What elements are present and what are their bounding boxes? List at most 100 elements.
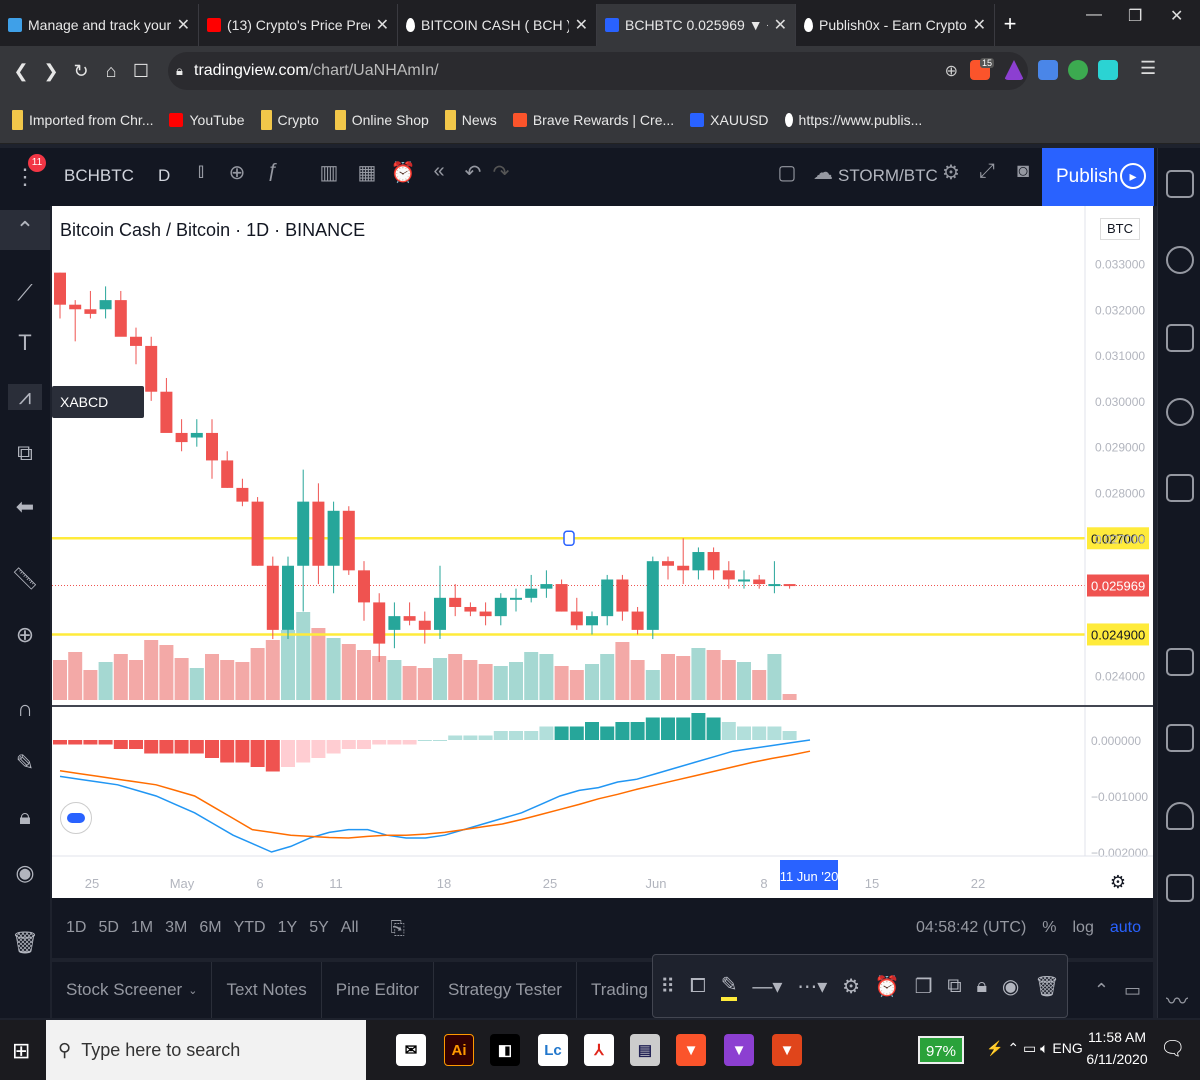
interval-selector[interactable]: D bbox=[158, 166, 171, 185]
bookmark-publish0x[interactable]: https://www.publis... bbox=[784, 112, 922, 128]
stay-drawing-icon[interactable]: ✎ bbox=[15, 750, 35, 775]
close-window-icon[interactable]: ✕ bbox=[1170, 8, 1184, 25]
timeframe-1d[interactable]: 1D bbox=[66, 919, 87, 936]
cursor-icon[interactable]: ⌃ bbox=[0, 210, 50, 250]
close-tab-icon[interactable]: ✕ bbox=[176, 17, 190, 34]
notification-center-icon[interactable]: 🗨︎ bbox=[1160, 1038, 1186, 1060]
streams-icon[interactable] bbox=[1166, 802, 1194, 830]
lock-drawings-icon[interactable]: 🔒︎ bbox=[19, 804, 31, 829]
url-field[interactable]: 🔒︎ tradingview.com/chart/UaNHAmIn/ ⊕ bbox=[168, 52, 1028, 90]
line-style-icon[interactable]: ⋯▾ bbox=[797, 975, 828, 998]
watchlist-icon[interactable] bbox=[1166, 170, 1194, 198]
app-dd-icon[interactable]: ◧ bbox=[490, 1034, 520, 1066]
magnet-icon[interactable]: ∩ bbox=[17, 696, 33, 721]
reload-icon[interactable]: ↻ bbox=[73, 60, 89, 81]
template-icon[interactable]: ⧠ bbox=[689, 974, 706, 997]
timeframe-5d[interactable]: 5D bbox=[98, 919, 119, 936]
chevron-right-icon[interactable]: ▸ bbox=[1120, 163, 1146, 189]
tab-strategy-tester[interactable]: Strategy Tester bbox=[434, 962, 577, 1018]
close-tab-icon[interactable]: ✕ bbox=[972, 17, 986, 34]
taskbar-clock[interactable]: 11:58 AM 6/11/2020 bbox=[1086, 1026, 1148, 1070]
tab-text-notes[interactable]: Text Notes bbox=[212, 962, 322, 1018]
bookmark-imported[interactable]: Imported from Chr... bbox=[12, 109, 153, 130]
auto-scale-toggle[interactable]: auto bbox=[1109, 919, 1141, 936]
browser-tab[interactable]: Manage and track your crypto ✕ bbox=[0, 4, 199, 46]
trend-line-icon[interactable]: ⟋ bbox=[17, 280, 33, 305]
new-tab-button[interactable]: + bbox=[1003, 11, 1017, 36]
zoom-icon[interactable]: ⊕ bbox=[944, 63, 958, 80]
indicators-icon[interactable]: ƒ bbox=[267, 160, 279, 182]
drag-handle-icon[interactable]: ⠿ bbox=[660, 975, 676, 998]
layout-icon[interactable]: ▢ bbox=[777, 162, 797, 184]
browser-tab-active[interactable]: BCHBTC 0.025969 ▼ −0.09% ✕ bbox=[597, 4, 796, 46]
settings-icon[interactable]: ⚙ bbox=[842, 975, 860, 998]
hide-icon[interactable]: ◉ bbox=[1001, 975, 1020, 998]
candle-type-icon[interactable]: ⫾ bbox=[197, 160, 205, 182]
data-window-icon[interactable] bbox=[1166, 324, 1194, 352]
more-tools-icon[interactable]: ⋮ bbox=[14, 164, 36, 189]
hotlist-icon[interactable] bbox=[1166, 398, 1194, 426]
acrobat-icon[interactable]: ⅄ bbox=[584, 1034, 614, 1066]
chart-pane[interactable]: 0.027000 0.024900 0.025969 0.000000 −0.0010… bbox=[52, 206, 1153, 898]
chevron-up-icon[interactable]: ⌃ bbox=[1007, 1040, 1020, 1056]
camera-icon[interactable]: ◙ bbox=[1016, 160, 1030, 182]
home-icon[interactable]: ⌂ bbox=[105, 60, 117, 81]
calendar-icon[interactable] bbox=[1166, 474, 1194, 502]
candlestick-chart[interactable]: 0.027000 0.024900 0.025969 0.000000 −0.0010… bbox=[52, 206, 1153, 898]
pencil-color-icon[interactable]: ✎ bbox=[720, 972, 738, 1001]
alerts-clock-icon[interactable] bbox=[1166, 246, 1194, 274]
replay-icon[interactable]: « bbox=[433, 160, 445, 182]
calendar-icon-2[interactable] bbox=[1166, 874, 1194, 902]
file-explorer-icon[interactable]: ▤ bbox=[630, 1034, 660, 1066]
browser-tab[interactable]: (13) Crypto's Price Prediction ✕ bbox=[199, 4, 398, 46]
timeframe-6m[interactable]: 6M bbox=[199, 919, 222, 936]
back-icon[interactable]: ❮ bbox=[13, 60, 29, 81]
fullscreen-icon[interactable]: ⤢ bbox=[979, 160, 995, 182]
brave-beta-icon[interactable]: ▼ bbox=[772, 1034, 802, 1066]
undo-icon[interactable]: ↶ bbox=[464, 162, 482, 184]
cloud-icon[interactable]: ☁ bbox=[813, 162, 833, 184]
bookmark-youtube[interactable]: YouTube bbox=[169, 112, 245, 128]
lc-app-icon[interactable]: Lc bbox=[538, 1034, 568, 1066]
grammarly-icon[interactable] bbox=[1068, 60, 1088, 80]
menu-icon[interactable]: ☰ bbox=[1140, 58, 1157, 78]
hide-drawings-icon[interactable]: ◉ bbox=[15, 860, 35, 885]
line-width-icon[interactable]: —▾ bbox=[752, 975, 783, 998]
browser-tab[interactable]: BITCOIN CASH ( BCH ) Short ✕ bbox=[398, 4, 597, 46]
publish-button[interactable]: Publish ▸ bbox=[1042, 148, 1154, 206]
illustrator-icon[interactable]: Ai bbox=[444, 1034, 474, 1066]
maximize-panel-icon[interactable]: ▭ bbox=[1123, 979, 1141, 1000]
financials-icon[interactable]: ▥ bbox=[319, 162, 339, 184]
brave-nightly-icon[interactable]: ▼ bbox=[724, 1034, 754, 1066]
translate-icon[interactable] bbox=[1038, 60, 1058, 80]
close-tab-icon[interactable]: ✕ bbox=[773, 17, 787, 34]
timeframe-all[interactable]: All bbox=[340, 919, 359, 936]
bookmark-news[interactable]: News bbox=[444, 109, 497, 130]
close-tab-icon[interactable]: ✕ bbox=[375, 17, 389, 34]
log-scale-toggle[interactable]: log bbox=[1072, 919, 1094, 936]
tab-stock-screener[interactable]: Stock Screener ⌄ bbox=[52, 962, 213, 1018]
date-range-icon[interactable]: ⎘ bbox=[390, 917, 405, 938]
extension-icon[interactable] bbox=[1098, 60, 1118, 80]
browser-tab[interactable]: Publish0x - Earn Crypto for Pu ✕ bbox=[796, 4, 995, 46]
redo-icon[interactable]: ↷ bbox=[492, 162, 510, 184]
windows-start-icon[interactable]: ⊞ bbox=[12, 1038, 31, 1063]
tradingview-logo-icon[interactable] bbox=[60, 802, 92, 834]
collapse-panel-icon[interactable]: ⌃ bbox=[1093, 979, 1109, 1000]
compare-icon[interactable]: ⊕ bbox=[228, 162, 246, 184]
back-arrow-icon[interactable]: ⬅ bbox=[15, 494, 35, 519]
battery-indicator[interactable]: 97% bbox=[918, 1036, 964, 1064]
clock-utc[interactable]: 04:58:42 (UTC) bbox=[916, 919, 1027, 936]
pattern-tool-icon[interactable]: ⩘ bbox=[8, 384, 42, 410]
symbol-search[interactable]: BCHBTC bbox=[64, 166, 134, 185]
bookmark-crypto[interactable]: Crypto bbox=[260, 109, 319, 130]
visual-order-icon[interactable]: ❐ bbox=[914, 975, 933, 998]
maximize-icon[interactable]: ❐ bbox=[1128, 8, 1143, 25]
bookmark-xauusd[interactable]: XAUUSD bbox=[690, 112, 769, 128]
chats-icon[interactable] bbox=[1166, 648, 1194, 676]
lock-icon[interactable]: 🔒︎ bbox=[976, 974, 988, 997]
bookmark-icon[interactable]: ☐ bbox=[132, 60, 150, 81]
timeframe-5y[interactable]: 5Y bbox=[309, 919, 329, 936]
timeframe-1m[interactable]: 1M bbox=[130, 919, 154, 936]
forward-icon[interactable]: ❯ bbox=[43, 60, 59, 81]
